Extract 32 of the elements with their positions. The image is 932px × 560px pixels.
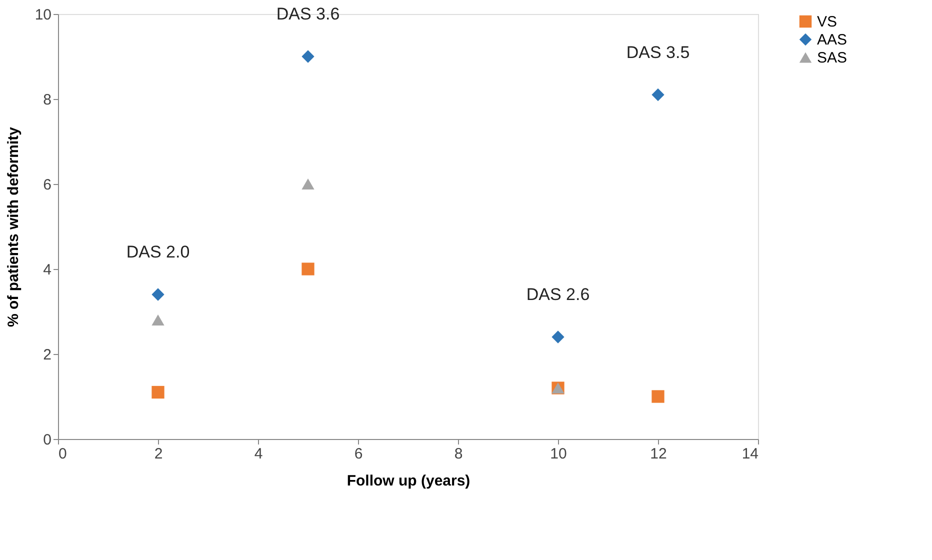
y-tick-label: 8: [43, 92, 52, 108]
y-axis-title: % of patients with deformity: [4, 126, 22, 328]
y-tick-label: 6: [43, 176, 52, 194]
point: [652, 88, 664, 102]
legend-label: SAS: [817, 50, 848, 66]
annotation: DAS 2.0: [126, 242, 190, 262]
legend-label: AAS: [817, 32, 848, 48]
x-tick-label: 6: [354, 446, 363, 462]
legend-label: VS: [817, 14, 838, 30]
x-tick-label: 14: [742, 446, 758, 462]
point: [302, 262, 314, 276]
point: [652, 390, 664, 403]
y-tick-label: 0: [43, 432, 52, 448]
x-tick-label: 12: [650, 446, 667, 462]
point: [302, 50, 314, 63]
y-tick-label: 4: [43, 262, 52, 278]
point: [302, 178, 314, 190]
x-tick-label: 8: [454, 446, 463, 462]
point: [152, 314, 164, 326]
point: [152, 386, 164, 399]
point: [552, 330, 564, 344]
y-tick-label: 2: [43, 346, 52, 364]
x-tick-label: 4: [254, 446, 263, 462]
annotation: DAS 3.5: [626, 42, 690, 62]
annotation: DAS 3.6: [276, 4, 340, 24]
annotation: DAS 2.6: [526, 285, 590, 304]
x-axis-title: Follow up (years): [346, 472, 470, 490]
y-tick-label: 10: [34, 6, 52, 24]
x-tick-label: 10: [550, 446, 567, 462]
point: [152, 288, 164, 301]
x-tick-label: 0: [58, 446, 67, 462]
x-tick-label: 2: [154, 446, 163, 462]
